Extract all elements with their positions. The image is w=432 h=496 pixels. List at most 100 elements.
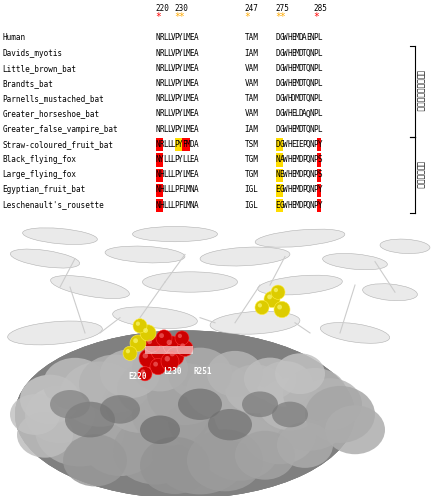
Text: G: G <box>280 64 284 73</box>
Text: L: L <box>163 94 168 103</box>
Text: L: L <box>163 140 168 149</box>
Text: P: P <box>314 49 318 58</box>
Text: D: D <box>299 110 303 119</box>
Text: A: A <box>302 110 307 119</box>
Ellipse shape <box>60 362 140 427</box>
Text: N: N <box>310 79 314 88</box>
Text: E: E <box>190 124 194 133</box>
Ellipse shape <box>8 321 102 345</box>
Text: Y: Y <box>318 186 322 194</box>
Text: IGL: IGL <box>245 186 258 194</box>
FancyBboxPatch shape <box>318 199 321 212</box>
Circle shape <box>143 328 148 333</box>
Text: D: D <box>190 140 194 149</box>
Circle shape <box>126 349 130 353</box>
Text: P: P <box>175 79 179 88</box>
FancyBboxPatch shape <box>280 199 283 212</box>
Text: *: * <box>280 12 285 22</box>
Text: E: E <box>190 34 194 43</box>
Text: L: L <box>163 170 168 179</box>
Circle shape <box>136 321 140 326</box>
Text: L: L <box>182 110 187 119</box>
Text: W: W <box>283 200 288 210</box>
Text: VAM: VAM <box>245 64 258 73</box>
Text: Q: Q <box>306 49 311 58</box>
Text: S: S <box>318 155 322 164</box>
FancyBboxPatch shape <box>145 346 193 354</box>
Ellipse shape <box>132 346 188 391</box>
Text: G: G <box>280 79 284 88</box>
Circle shape <box>170 351 175 357</box>
FancyBboxPatch shape <box>156 169 159 182</box>
Text: V: V <box>171 79 175 88</box>
Circle shape <box>123 346 137 361</box>
Ellipse shape <box>275 353 325 394</box>
Ellipse shape <box>105 246 185 263</box>
Text: T: T <box>302 49 307 58</box>
Text: Brandts_bat: Brandts_bat <box>2 79 53 88</box>
Text: L: L <box>318 79 322 88</box>
Text: L: L <box>163 34 168 43</box>
Ellipse shape <box>186 363 254 419</box>
Text: E: E <box>291 110 295 119</box>
Ellipse shape <box>305 386 375 443</box>
Text: P: P <box>175 200 179 210</box>
Text: W: W <box>283 110 288 119</box>
Circle shape <box>274 288 278 292</box>
Text: Egyptian_fruit_bat: Egyptian_fruit_bat <box>2 186 86 194</box>
Text: P: P <box>302 186 307 194</box>
Ellipse shape <box>117 362 183 416</box>
Ellipse shape <box>168 348 232 400</box>
Text: V: V <box>171 110 175 119</box>
Ellipse shape <box>20 375 80 424</box>
Text: P: P <box>175 64 179 73</box>
Ellipse shape <box>325 405 385 454</box>
Ellipse shape <box>25 386 95 443</box>
Circle shape <box>167 340 172 345</box>
Text: E: E <box>291 186 295 194</box>
Text: L: L <box>171 200 175 210</box>
Text: A: A <box>280 155 284 164</box>
Text: T: T <box>302 79 307 88</box>
Text: E: E <box>291 79 295 88</box>
Text: H: H <box>287 94 292 103</box>
FancyBboxPatch shape <box>276 184 280 197</box>
Ellipse shape <box>242 391 278 417</box>
Text: A: A <box>194 140 198 149</box>
Circle shape <box>144 336 160 352</box>
Text: P: P <box>175 155 179 164</box>
Text: N: N <box>156 34 160 43</box>
Text: TGM: TGM <box>245 155 258 164</box>
Text: A: A <box>194 200 198 210</box>
Circle shape <box>141 370 145 373</box>
Text: N: N <box>310 64 314 73</box>
Text: P: P <box>314 79 318 88</box>
Text: 247: 247 <box>245 4 258 13</box>
Text: E: E <box>190 155 194 164</box>
Ellipse shape <box>380 239 430 253</box>
Ellipse shape <box>15 330 355 496</box>
Text: L: L <box>318 94 322 103</box>
Text: Y: Y <box>178 124 183 133</box>
Ellipse shape <box>277 422 333 468</box>
Text: L: L <box>318 110 322 119</box>
Text: L: L <box>318 49 322 58</box>
FancyBboxPatch shape <box>156 138 159 151</box>
Circle shape <box>161 352 179 371</box>
Text: W: W <box>283 94 288 103</box>
Text: R251: R251 <box>193 367 212 375</box>
Text: Little_brown_bat: Little_brown_bat <box>2 64 76 73</box>
Text: F: F <box>178 200 183 210</box>
Text: A: A <box>302 34 307 43</box>
Ellipse shape <box>272 388 348 450</box>
Text: M: M <box>186 124 191 133</box>
Text: L: L <box>182 170 187 179</box>
Ellipse shape <box>225 365 285 414</box>
Text: G: G <box>280 200 284 210</box>
Text: I: I <box>295 140 299 149</box>
Circle shape <box>178 334 182 338</box>
Text: R: R <box>159 124 164 133</box>
Text: V: V <box>171 34 175 43</box>
Text: W: W <box>283 186 288 194</box>
Text: A: A <box>194 64 198 73</box>
